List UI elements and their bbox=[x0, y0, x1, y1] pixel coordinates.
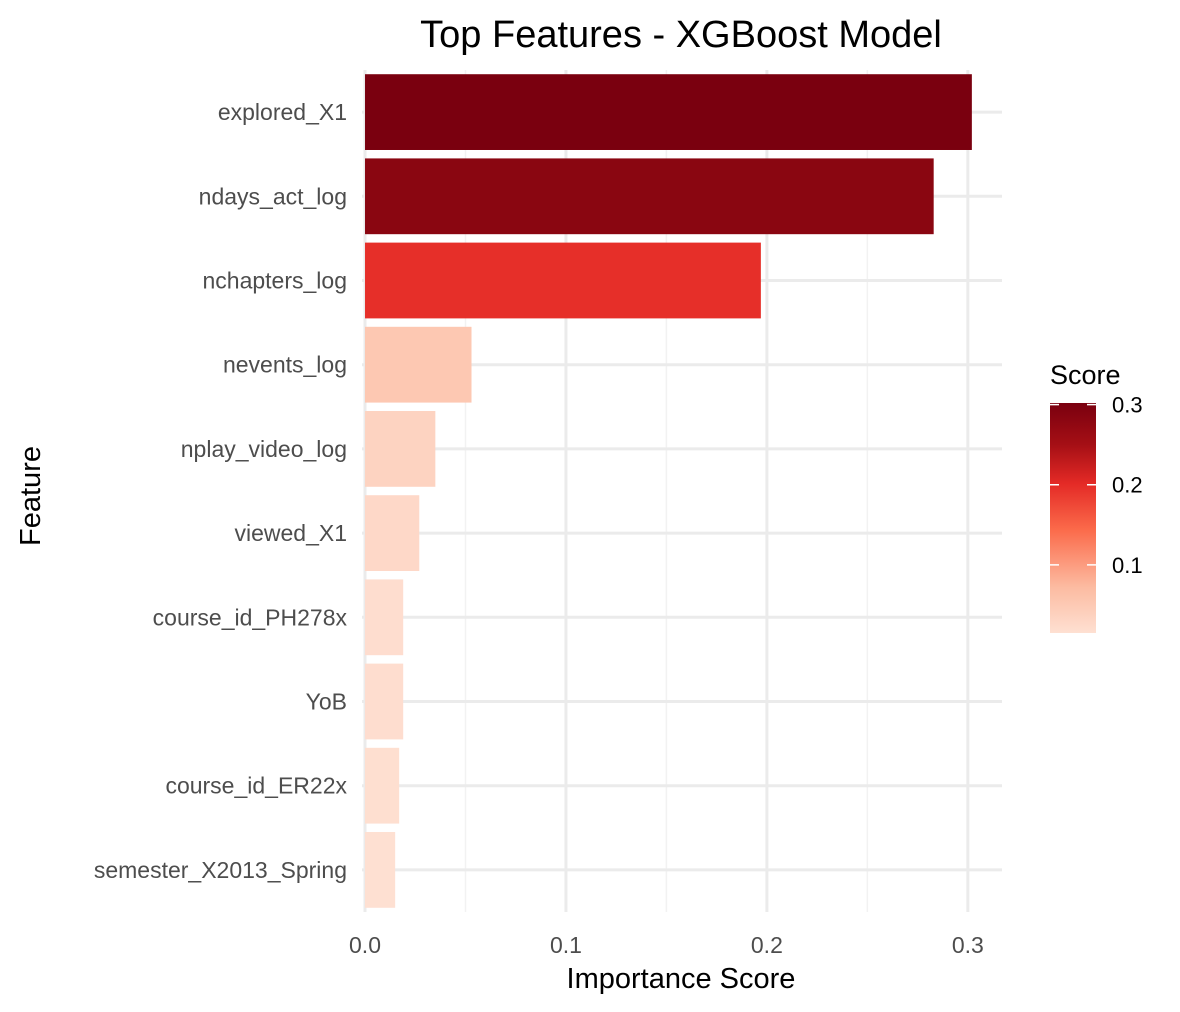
legend-colorbar bbox=[1050, 403, 1096, 633]
y-tick-label: course_id_PH278x bbox=[153, 604, 348, 630]
bar-YoB bbox=[365, 663, 404, 740]
bar-semester_X2013_Spring bbox=[365, 832, 396, 908]
y-tick-label: ndays_act_log bbox=[199, 183, 347, 209]
x-tick-label: 0.1 bbox=[550, 932, 582, 958]
bars bbox=[365, 74, 972, 908]
y-tick-label: nplay_video_log bbox=[181, 436, 347, 462]
bar-nevents_log bbox=[365, 326, 472, 403]
bar-course_id_ER22x bbox=[365, 747, 400, 824]
bar-nplay_video_log bbox=[365, 411, 436, 487]
y-tick-label: semester_X2013_Spring bbox=[94, 857, 347, 883]
y-axis-tick-labels: explored_X1 ndays_act_log nchapters_lognev… bbox=[94, 99, 348, 883]
y-tick-label: viewed_X1 bbox=[234, 520, 347, 546]
y-tick-label: nchapters_log bbox=[203, 268, 348, 294]
bar-nchapters_log bbox=[365, 242, 761, 319]
bar-ndays_act_log bbox=[365, 158, 934, 235]
x-axis-tick-labels: 0.0 0.1 0.2 0.3 bbox=[349, 932, 984, 958]
x-tick-label: 0.0 bbox=[349, 932, 381, 958]
bar-course_id_PH278x bbox=[365, 579, 404, 656]
x-tick-label: 0.2 bbox=[751, 932, 783, 958]
y-axis-title: Feature bbox=[15, 446, 47, 546]
bar-explored_X1 bbox=[365, 74, 972, 150]
legend-tick-label: 0.3 bbox=[1112, 393, 1143, 418]
x-tick-label: 0.3 bbox=[952, 932, 984, 958]
legend-title: Score bbox=[1050, 360, 1121, 390]
legend: Score 0.1 0.2 0.3 bbox=[1050, 360, 1143, 633]
y-tick-label: nevents_log bbox=[223, 352, 347, 378]
legend-tick-label: 0.1 bbox=[1112, 553, 1143, 578]
y-tick-label: explored_X1 bbox=[218, 99, 347, 125]
bar-viewed_X1 bbox=[365, 495, 420, 571]
legend-tick-label: 0.2 bbox=[1112, 473, 1143, 498]
y-tick-label: course_id_ER22x bbox=[165, 773, 347, 799]
y-tick-label: YoB bbox=[306, 689, 347, 715]
chart-title: Top Features - XGBoost Model bbox=[420, 14, 942, 56]
legend-ticks: 0.1 0.2 0.3 bbox=[1050, 393, 1143, 578]
x-axis-title: Importance Score bbox=[567, 963, 796, 995]
